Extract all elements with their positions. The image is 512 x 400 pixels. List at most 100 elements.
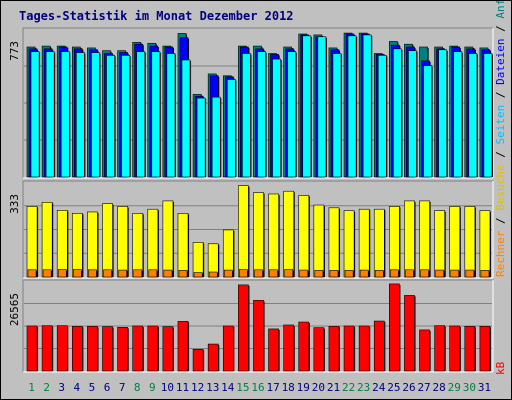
bar-kb-2 xyxy=(41,325,53,372)
bar-kb-9 xyxy=(147,325,159,372)
bar-besuche-17 xyxy=(268,193,279,278)
bar-besuche-25 xyxy=(389,206,400,278)
legend-separator: / xyxy=(494,145,507,165)
bar-seiten-26 xyxy=(408,50,417,178)
bar-besuche-15 xyxy=(238,185,249,278)
bar-besuche-29 xyxy=(449,206,461,278)
bar-rechner-5 xyxy=(88,269,97,278)
day-label-17: 17 xyxy=(266,381,279,394)
bar-kb-15 xyxy=(238,284,249,372)
bar-seiten-5 xyxy=(91,52,100,178)
day-label-24: 24 xyxy=(372,381,386,394)
bar-besuche-22 xyxy=(343,210,355,278)
day-label-14: 14 xyxy=(221,381,235,394)
bar-kb-17 xyxy=(268,328,279,372)
bar-rechner-29 xyxy=(450,269,460,278)
day-label-5: 5 xyxy=(89,381,96,394)
bar-besuche-2 xyxy=(41,201,53,278)
legend-upper: Rechner / Besuche / Seiten / Dateien / A… xyxy=(494,1,507,277)
day-label-21: 21 xyxy=(327,381,340,394)
bar-seiten-11 xyxy=(181,59,191,178)
bar-besuche-5 xyxy=(87,211,98,278)
bar-kb-25 xyxy=(389,283,400,372)
day-label-26: 26 xyxy=(402,381,415,394)
bar-seiten-17 xyxy=(272,58,281,178)
bar-besuche-21 xyxy=(328,207,340,278)
legend-kb: kB xyxy=(494,361,507,375)
day-label-27: 27 xyxy=(417,381,430,394)
bar-rechner-21 xyxy=(329,270,339,278)
legend-anfragen: Anfragen xyxy=(494,1,507,19)
bar-besuche-16 xyxy=(253,192,264,278)
bar-seiten-27 xyxy=(423,65,432,178)
bar-kb-12 xyxy=(192,349,204,372)
bar-seiten-1 xyxy=(30,51,40,178)
bar-rechner-11 xyxy=(178,270,188,278)
bar-seiten-6 xyxy=(106,55,115,178)
bar-rechner-18 xyxy=(284,269,294,278)
bar-seiten-29 xyxy=(453,51,463,178)
bar-rechner-17 xyxy=(269,269,278,278)
legend-separator: / xyxy=(494,19,507,39)
bar-besuche-9 xyxy=(147,208,159,278)
bar-seiten-28 xyxy=(438,49,448,178)
bar-kb-22 xyxy=(343,325,355,372)
bar-rechner-9 xyxy=(148,269,158,278)
bar-kb-30 xyxy=(464,326,476,372)
legend-seiten: Seiten xyxy=(494,105,507,145)
bar-besuche-26 xyxy=(404,200,415,278)
day-label-7: 7 xyxy=(119,381,126,394)
day-label-8: 8 xyxy=(134,381,141,394)
bar-kb-14 xyxy=(222,325,234,372)
bar-besuche-31 xyxy=(479,210,491,278)
bar-seiten-24 xyxy=(377,55,387,178)
day-label-2: 2 xyxy=(43,381,50,394)
bar-kb-18 xyxy=(283,324,295,372)
day-label-15: 15 xyxy=(236,381,249,394)
bar-kb-5 xyxy=(87,326,98,372)
bar-seiten-2 xyxy=(45,51,55,178)
day-label-11: 11 xyxy=(176,381,189,394)
bar-besuche-20 xyxy=(313,204,325,278)
day-label-10: 10 xyxy=(161,381,174,394)
bar-rechner-19 xyxy=(299,269,309,278)
day-label-23: 23 xyxy=(357,381,370,394)
bar-seiten-10 xyxy=(166,53,176,178)
day-label-12: 12 xyxy=(191,381,204,394)
bar-seiten-19 xyxy=(302,35,312,178)
bar-rechner-14 xyxy=(223,269,233,278)
bar-kb-3 xyxy=(56,325,68,372)
bar-seiten-21 xyxy=(332,53,342,178)
bar-besuche-10 xyxy=(162,200,174,278)
bar-rechner-8 xyxy=(133,269,143,278)
day-label-4: 4 xyxy=(74,381,81,394)
legend-separator: / xyxy=(494,85,507,105)
bar-kb-20 xyxy=(313,327,325,372)
bar-kb-4 xyxy=(71,326,83,372)
bar-rechner-16 xyxy=(254,269,263,278)
day-label-19: 19 xyxy=(297,381,310,394)
day-label-29: 29 xyxy=(448,381,461,394)
bar-seiten-18 xyxy=(287,51,297,178)
bar-besuche-3 xyxy=(56,210,68,278)
legend-kb: kB xyxy=(494,361,507,375)
bar-rechner-28 xyxy=(435,269,445,278)
day-label-3: 3 xyxy=(58,381,65,394)
bar-besuche-4 xyxy=(71,213,83,278)
legend-rechner: Rechner xyxy=(494,230,507,277)
bar-rechner-25 xyxy=(390,269,399,278)
bar-seiten-14 xyxy=(226,79,236,178)
bar-seiten-8 xyxy=(136,51,146,178)
bar-rechner-12 xyxy=(193,272,203,278)
y-max-label-1: 333 xyxy=(8,194,21,214)
legend-besuche: Besuche xyxy=(494,164,507,210)
bar-kb-29 xyxy=(449,325,461,372)
bar-rechner-26 xyxy=(405,269,414,278)
legend-separator: / xyxy=(494,211,507,231)
bar-seiten-9 xyxy=(151,51,161,178)
y-max-label-2: 26565 xyxy=(8,293,21,326)
day-label-25: 25 xyxy=(387,381,400,394)
day-label-16: 16 xyxy=(251,381,264,394)
bar-rechner-22 xyxy=(344,270,354,278)
